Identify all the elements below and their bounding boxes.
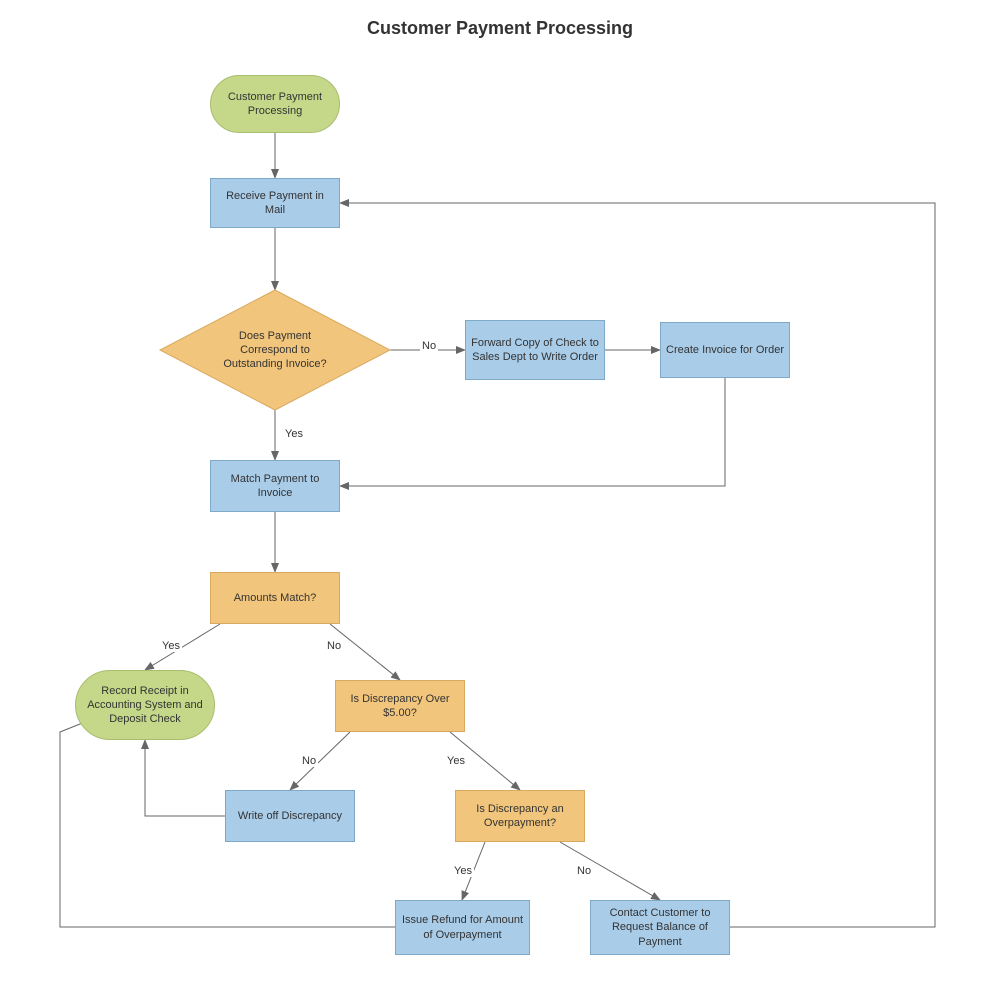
edge-label: No [420,340,438,352]
edge-label: Yes [283,428,305,440]
node-writeoff: Write off Discrepancy [225,790,355,842]
node-receive: Receive Payment in Mail [210,178,340,228]
flowchart-edges [0,0,1000,1000]
node-createinv: Create Invoice for Order [660,322,790,378]
edge [340,378,725,486]
node-match: Match Payment to Invoice [210,460,340,512]
edge-label: Yes [452,865,474,877]
edge-label: No [575,865,593,877]
node-start: Customer Payment Processing [210,75,340,133]
edge [340,203,935,927]
node-forward: Forward Copy of Check to Sales Dept to W… [465,320,605,380]
edge [330,624,400,680]
node-record: Record Receipt in Accounting System and … [75,670,215,740]
edge-label: No [325,640,343,652]
edge-label: Yes [445,755,467,767]
edge-label: No [300,755,318,767]
node-amounts: Amounts Match? [210,572,340,624]
edge [145,624,220,670]
node-overpay: Is Discrepancy an Overpayment? [455,790,585,842]
edge [290,732,350,790]
node-over5: Is Discrepancy Over $5.00? [335,680,465,732]
node-contact: Contact Customer to Request Balance of P… [590,900,730,955]
edge-label: Yes [160,640,182,652]
edge [145,740,225,816]
node-correspond [160,290,390,410]
node-refund: Issue Refund for Amount of Overpayment [395,900,530,955]
